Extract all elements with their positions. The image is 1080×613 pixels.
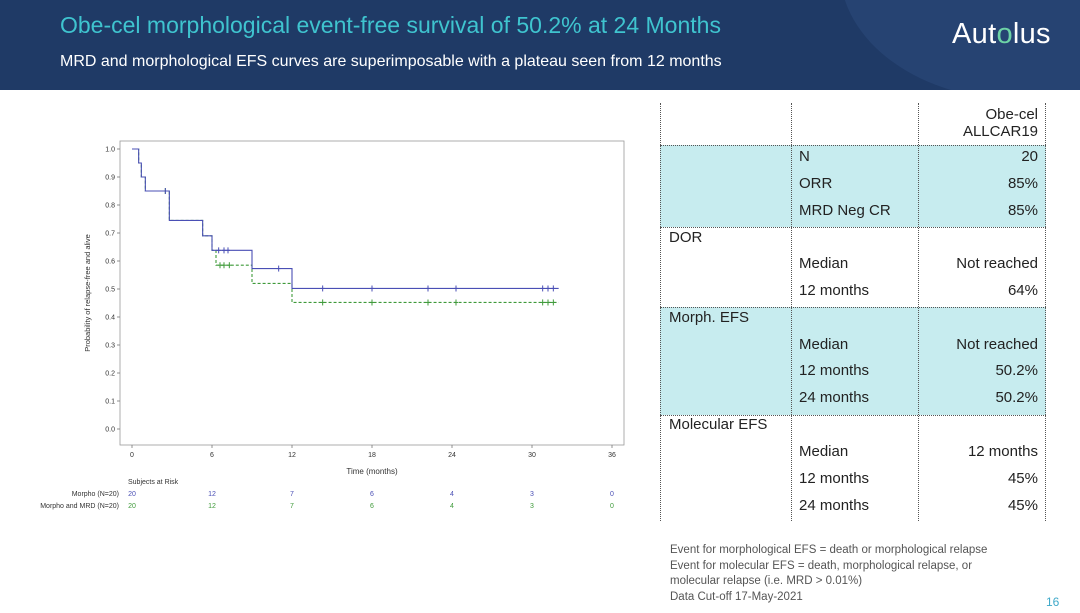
risk-table-title: Subjects at Risk	[128, 479, 179, 486]
row-value: 45%	[1007, 497, 1038, 514]
logo-dot: o	[996, 18, 1013, 50]
logo-text-prefix: Aut	[952, 18, 997, 50]
y-tick-label: 0.0	[105, 427, 115, 434]
x-tick-label: 18	[368, 452, 376, 459]
risk-table-value: 4	[450, 503, 454, 510]
risk-table-value: 0	[610, 491, 614, 498]
group-label: DOR	[669, 229, 703, 246]
slide-subtitle: MRD and morphological EFS curves are sup…	[60, 53, 722, 70]
y-tick-label: 0.4	[105, 315, 115, 322]
footnotes: Event for morphological EFS = death or m…	[670, 543, 987, 605]
row-value: Not reached	[956, 255, 1038, 272]
y-axis-label: Probability of relapse-free and alive	[83, 234, 92, 352]
table-divider	[660, 415, 1046, 416]
risk-table-value: 3	[530, 503, 534, 510]
footnote-line: Event for morphological EFS = death or m…	[670, 544, 988, 556]
x-axis-label: Time (months)	[346, 467, 398, 476]
logo-text-suffix: lus	[1012, 18, 1051, 50]
risk-table-value: 7	[290, 503, 294, 510]
y-tick-label: 0.1	[105, 399, 115, 406]
page-number: 16	[1046, 595, 1060, 609]
slide-title: Obe-cel morphological event-free surviva…	[60, 12, 721, 38]
row-label: ORR	[799, 175, 833, 192]
y-tick-label: 0.3	[105, 343, 115, 350]
series-line-morpho-and-mrd	[132, 148, 559, 303]
row-value: 50.2%	[995, 362, 1038, 379]
row-value: Not reached	[956, 336, 1038, 353]
column-header-line: Obe-cel	[985, 106, 1038, 123]
column-header-line: ALLCAR19	[962, 123, 1038, 140]
risk-table-value: 0	[610, 503, 614, 510]
table-divider	[918, 103, 919, 521]
row-label: Median	[799, 443, 849, 460]
x-tick-label: 24	[448, 452, 456, 459]
risk-table-value: 3	[530, 491, 534, 498]
table-divider	[660, 145, 1046, 146]
km-chart: 0.0 0.1 0.2 0.3 0.4 0.5 0.6 0.7 0.8 0.9 1.0 0 6 12 18 2…	[40, 140, 625, 510]
risk-table-value: 20	[128, 503, 136, 510]
series-line-morpho	[132, 148, 559, 289]
x-tick-label: 6	[210, 452, 214, 459]
row-value: 12 months	[967, 443, 1038, 460]
risk-table-value: 7	[290, 491, 294, 498]
table-divider	[660, 307, 1046, 308]
risk-table-value: 6	[370, 503, 374, 510]
row-label: Median	[799, 336, 849, 353]
footnote-line: Event for molecular EFS = death, morphol…	[670, 559, 973, 572]
table-divider	[1045, 103, 1046, 521]
y-tick-label: 0.5	[105, 287, 115, 294]
row-label: N	[799, 148, 810, 165]
table-divider	[660, 227, 1046, 228]
autolus-logo: Autolus	[952, 18, 1051, 51]
row-label: 24 months	[799, 497, 870, 514]
slide-header: Obe-cel morphological event-free surviva…	[0, 0, 1080, 90]
row-label: Median	[799, 255, 849, 272]
row-value: 45%	[1007, 470, 1038, 487]
group-label: Morph. EFS	[669, 309, 750, 326]
row-value: 85%	[1007, 175, 1038, 192]
table-divider	[791, 103, 792, 521]
row-label: 24 months	[799, 389, 870, 406]
risk-table-row-label: Morpho (N=20)	[72, 491, 119, 498]
row-value: 20	[1021, 148, 1038, 165]
x-tick-label: 30	[528, 452, 536, 459]
risk-table-value: 12	[208, 491, 216, 498]
row-label: 12 months	[799, 282, 870, 299]
x-tick-label: 12	[288, 452, 296, 459]
y-tick-label: 0.8	[105, 203, 115, 210]
row-label: 12 months	[799, 362, 870, 379]
row-label: MRD Neg CR	[799, 202, 891, 219]
x-tick-label: 0	[130, 452, 134, 459]
footnote-line: molecular relapse (i.e. MRD > 0.01%)	[670, 575, 863, 587]
y-tick-label: 0.9	[105, 175, 115, 182]
table-column-header: Obe-cel ALLCAR19	[963, 106, 1038, 140]
risk-table-value: 6	[370, 491, 374, 498]
group-label: Molecular EFS	[669, 416, 768, 433]
risk-table-value: 4	[450, 491, 454, 498]
y-tick-label: 0.2	[105, 371, 115, 378]
risk-table-value: 20	[128, 491, 136, 498]
row-value: 50.2%	[995, 389, 1038, 406]
row-value: 64%	[1007, 282, 1038, 299]
footnote-line: Data Cut-off 17-May-2021	[670, 590, 803, 603]
risk-table-row-label: Morpho and MRD (N=20)	[40, 503, 119, 510]
y-tick-label: 0.7	[105, 231, 115, 238]
table-divider	[660, 103, 661, 521]
x-tick-label: 36	[608, 452, 616, 459]
row-label: 12 months	[799, 470, 870, 487]
y-tick-label: 0.6	[105, 259, 115, 266]
table-band-morph-efs	[660, 307, 1046, 415]
row-value: 85%	[1007, 202, 1038, 219]
y-tick-label: 1.0	[105, 147, 115, 154]
risk-table-value: 12	[208, 503, 216, 510]
summary-table: Obe-cel ALLCAR19 N 20 ORR 85% MRD Neg CR…	[660, 103, 1046, 521]
table-band-response	[660, 145, 1046, 227]
plot-frame	[119, 140, 625, 446]
